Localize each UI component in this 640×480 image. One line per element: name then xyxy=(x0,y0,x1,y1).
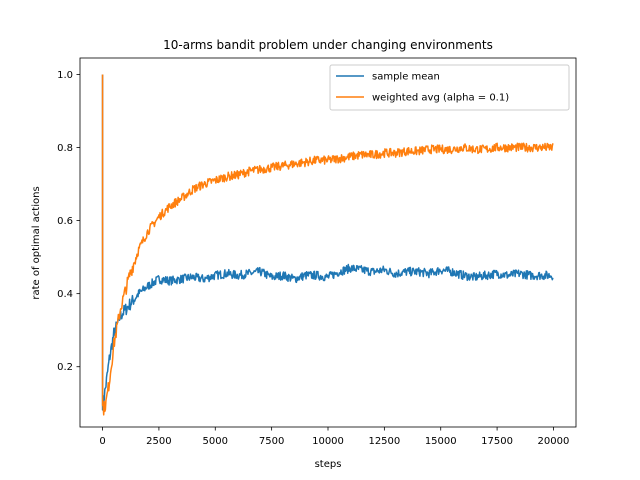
legend-label-1: weighted avg (alpha = 0.1) xyxy=(372,93,509,104)
y-tick-label: 0.6 xyxy=(57,216,73,227)
plot-area xyxy=(101,74,554,416)
chart-title: 10-arms bandit problem under changing en… xyxy=(163,38,493,52)
x-tick-label: 0 xyxy=(99,436,105,447)
y-tick-label: 1.0 xyxy=(57,70,73,81)
x-tick-label: 12500 xyxy=(368,436,400,447)
series-line-1 xyxy=(101,74,554,416)
legend-label-0: sample mean xyxy=(372,72,440,83)
x-axis-label: steps xyxy=(315,459,342,470)
x-tick-label: 7500 xyxy=(259,436,284,447)
x-tick-label: 10000 xyxy=(312,436,344,447)
y-tick-label: 0.8 xyxy=(57,143,73,154)
x-tick-label: 2500 xyxy=(146,436,171,447)
legend-box xyxy=(329,64,570,111)
legend: sample mean weighted avg (alpha = 0.1) xyxy=(329,64,570,111)
y-tick-label: 0.4 xyxy=(57,289,73,300)
x-axis: 0 2500 5000 7500 10000 12500 15000 17500 20000 xyxy=(99,427,569,447)
series-line-0 xyxy=(101,74,554,411)
y-axis: 0.2 0.4 0.6 0.8 1.0 xyxy=(57,70,80,373)
y-axis-label: rate of optimal actions xyxy=(31,186,42,299)
x-tick-label: 20000 xyxy=(538,436,570,447)
x-tick-label: 17500 xyxy=(481,436,513,447)
x-tick-label: 5000 xyxy=(203,436,228,447)
y-tick-label: 0.2 xyxy=(57,362,73,373)
x-tick-label: 15000 xyxy=(425,436,457,447)
